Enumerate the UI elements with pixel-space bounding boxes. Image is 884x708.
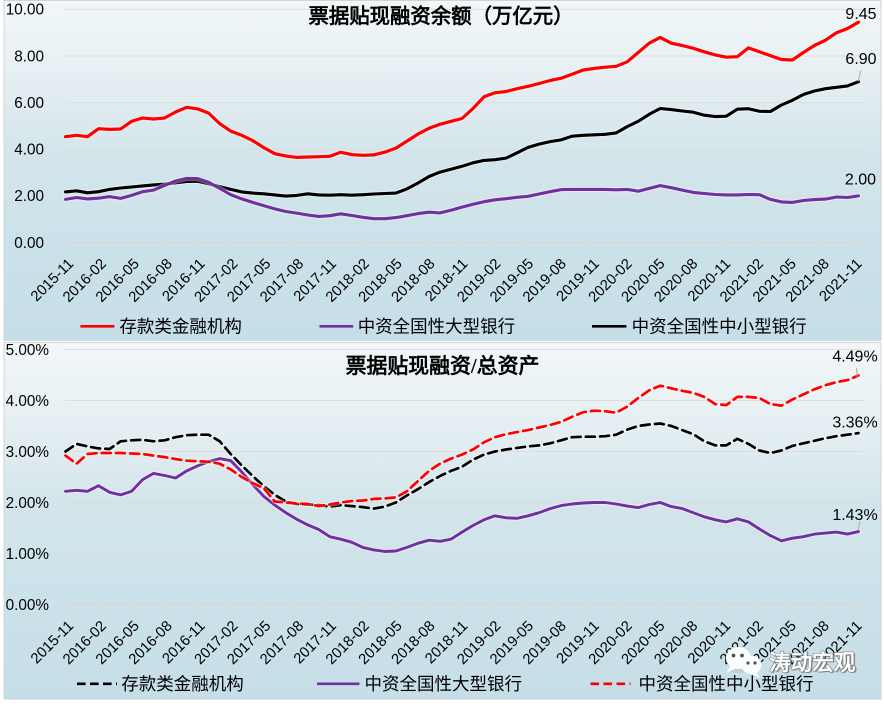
svg-text:中资全国性中小型银行: 中资全国性中小型银行 bbox=[632, 317, 807, 337]
svg-text:5.00%: 5.00% bbox=[6, 342, 50, 359]
svg-text:2.00%: 2.00% bbox=[6, 495, 50, 512]
svg-text:4.49%: 4.49% bbox=[832, 349, 877, 366]
svg-text:存款类金融机构: 存款类金融机构 bbox=[119, 317, 241, 337]
svg-text:1.43%: 1.43% bbox=[832, 507, 877, 524]
svg-text:10.00: 10.00 bbox=[6, 2, 44, 19]
svg-text:0.00%: 0.00% bbox=[6, 597, 50, 614]
svg-text:0.00: 0.00 bbox=[14, 235, 44, 252]
svg-text:2.00: 2.00 bbox=[845, 171, 876, 188]
svg-text:1.00%: 1.00% bbox=[6, 546, 50, 563]
svg-text:4.00: 4.00 bbox=[14, 142, 44, 159]
svg-text:票据贴现融资余额（万亿元）: 票据贴现融资余额（万亿元） bbox=[308, 4, 573, 28]
svg-text:6.90: 6.90 bbox=[845, 51, 876, 68]
svg-text:4.00%: 4.00% bbox=[6, 393, 50, 410]
svg-text:涛动宏观: 涛动宏观 bbox=[771, 651, 858, 676]
svg-text:2.00: 2.00 bbox=[14, 188, 44, 205]
svg-text:涛动宏观: 涛动宏观 bbox=[769, 650, 856, 675]
svg-text:3.00%: 3.00% bbox=[6, 444, 50, 461]
svg-text:中资全国性大型银行: 中资全国性大型银行 bbox=[365, 674, 523, 694]
svg-text:中资全国性中小型银行: 中资全国性中小型银行 bbox=[639, 674, 814, 694]
svg-text:存款类金融机构: 存款类金融机构 bbox=[121, 674, 244, 694]
svg-text:中资全国性大型银行: 中资全国性大型银行 bbox=[358, 317, 516, 337]
svg-text:票据贴现融资/总资产: 票据贴现融资/总资产 bbox=[346, 354, 540, 378]
svg-text:9.45: 9.45 bbox=[845, 6, 876, 23]
svg-text:6.00: 6.00 bbox=[14, 95, 44, 112]
svg-text:3.36%: 3.36% bbox=[832, 414, 877, 431]
svg-text:8.00: 8.00 bbox=[14, 48, 44, 65]
